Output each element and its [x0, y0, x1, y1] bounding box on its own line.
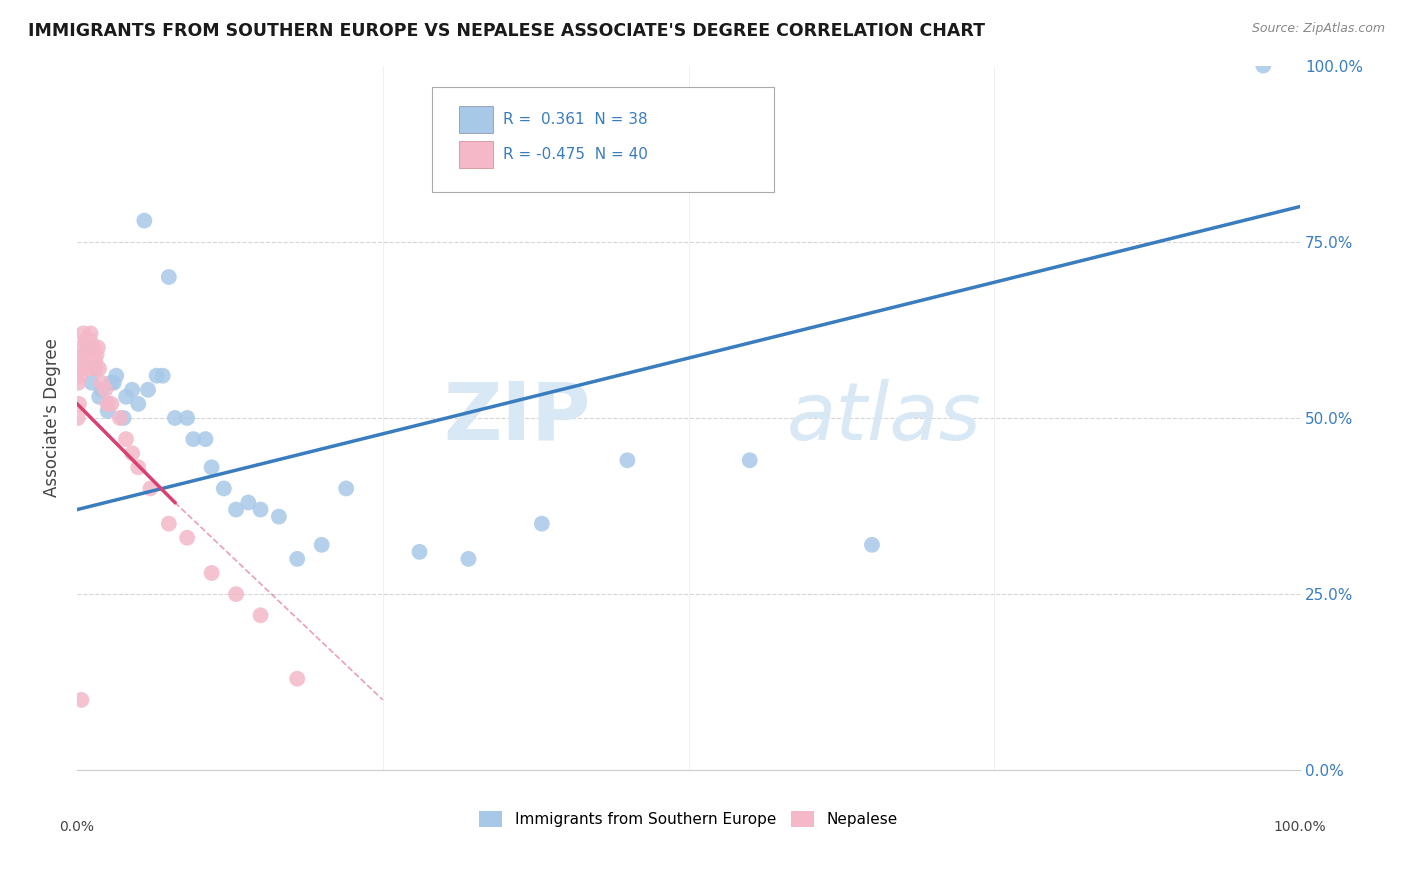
Point	[69, 361, 91, 376]
Point	[73, 347, 96, 361]
Point	[94, 383, 117, 397]
Point	[80, 347, 103, 361]
Point	[139, 482, 162, 496]
Point	[176, 411, 198, 425]
Point	[157, 270, 180, 285]
Point	[87, 361, 110, 376]
Point	[860, 538, 883, 552]
Point	[115, 390, 138, 404]
Point	[163, 411, 186, 425]
Point	[176, 531, 198, 545]
Point	[127, 397, 149, 411]
Point	[72, 326, 94, 341]
Point	[115, 432, 138, 446]
Point	[86, 347, 108, 361]
Point	[335, 482, 357, 496]
Point	[75, 334, 97, 348]
Text: atlas: atlas	[786, 379, 981, 457]
Point	[67, 397, 90, 411]
Point	[1253, 59, 1275, 73]
Y-axis label: Associate's Degree: Associate's Degree	[44, 339, 60, 498]
Text: R = -0.475  N = 40: R = -0.475 N = 40	[503, 147, 648, 161]
Point	[738, 453, 761, 467]
Point	[73, 347, 96, 361]
Point	[311, 538, 333, 552]
Point	[121, 446, 143, 460]
Text: 100.0%: 100.0%	[1274, 820, 1326, 834]
Point	[80, 376, 103, 390]
Point	[108, 411, 131, 425]
Point	[69, 341, 91, 355]
Point	[225, 587, 247, 601]
Text: 0.0%: 0.0%	[59, 820, 94, 834]
Point	[212, 482, 235, 496]
Point	[201, 460, 224, 475]
Point	[127, 460, 149, 475]
Text: IMMIGRANTS FROM SOUTHERN EUROPE VS NEPALESE ASSOCIATE'S DEGREE CORRELATION CHART: IMMIGRANTS FROM SOUTHERN EUROPE VS NEPAL…	[28, 22, 986, 40]
Point	[201, 566, 224, 580]
Point	[238, 495, 260, 509]
Point	[87, 341, 110, 355]
Point	[249, 608, 271, 623]
Point	[225, 502, 247, 516]
Point	[194, 432, 217, 446]
Point	[530, 516, 553, 531]
Text: R =  0.361  N = 38: R = 0.361 N = 38	[503, 112, 647, 127]
Point	[76, 361, 98, 376]
Point	[97, 397, 120, 411]
Point	[136, 383, 159, 397]
Text: Source: ZipAtlas.com: Source: ZipAtlas.com	[1251, 22, 1385, 36]
Point	[83, 361, 105, 376]
Text: ZIP: ZIP	[443, 379, 591, 457]
Point	[82, 341, 104, 355]
FancyBboxPatch shape	[458, 106, 494, 133]
FancyBboxPatch shape	[432, 87, 775, 193]
Point	[408, 545, 430, 559]
Point	[84, 361, 107, 376]
Point	[70, 354, 93, 368]
Point	[457, 552, 479, 566]
Point	[69, 368, 91, 383]
Legend: Immigrants from Southern Europe, Nepalese: Immigrants from Southern Europe, Nepales…	[474, 805, 904, 833]
Point	[616, 453, 638, 467]
Point	[87, 390, 110, 404]
Point	[103, 376, 125, 390]
Point	[249, 502, 271, 516]
FancyBboxPatch shape	[458, 141, 494, 168]
Point	[84, 354, 107, 368]
Point	[100, 376, 122, 390]
Point	[157, 516, 180, 531]
Point	[285, 552, 308, 566]
Point	[267, 509, 290, 524]
Point	[75, 334, 97, 348]
Point	[90, 376, 112, 390]
Point	[145, 368, 167, 383]
Point	[70, 693, 93, 707]
Point	[121, 383, 143, 397]
Point	[97, 404, 120, 418]
Point	[79, 341, 101, 355]
Point	[66, 411, 89, 425]
Point	[77, 354, 100, 368]
Point	[285, 672, 308, 686]
Point	[79, 334, 101, 348]
Point	[152, 368, 174, 383]
Point	[79, 341, 101, 355]
Point	[100, 397, 122, 411]
Point	[90, 383, 112, 397]
Point	[112, 411, 135, 425]
Point	[181, 432, 204, 446]
Point	[67, 376, 90, 390]
Point	[79, 326, 101, 341]
Point	[105, 368, 128, 383]
Point	[134, 213, 156, 227]
